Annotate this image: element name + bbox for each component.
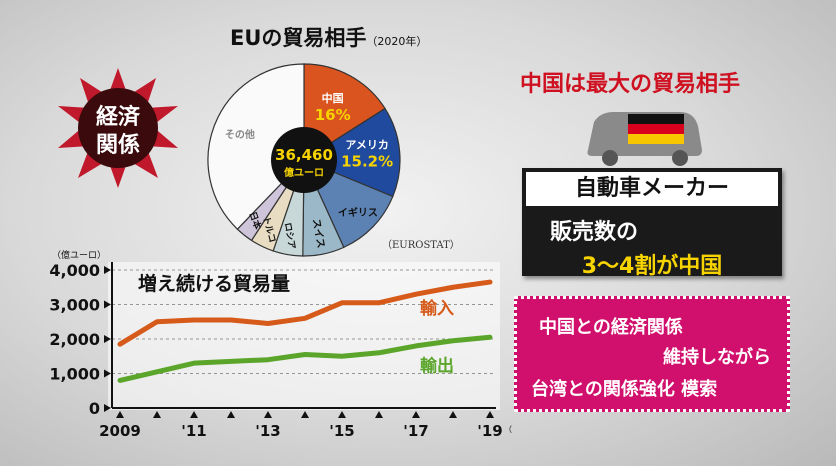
pie-label-1: 中国 [322,91,344,105]
maker-box: 自動車メーカー 販売数の 3〜4割が中国 [522,168,782,279]
x-tick-mark [190,411,198,418]
y-tick-mark [104,266,111,274]
series-line-1 [117,279,493,347]
pie-label-3: イギリス [338,206,378,219]
x-tick-mark [412,411,420,418]
x-tick-label: '17 [403,422,428,440]
pie-label-4: スイス [310,218,327,249]
x-tick-mark [227,411,235,418]
y-tick-label: 4,000 [49,261,100,280]
y-tick-label: 1,000 [49,365,100,384]
y-tick-label: 0 [89,399,100,418]
maker-box-title: 自動車メーカー [526,172,778,206]
y-tick-mark [104,369,111,378]
y-tick-mark [104,335,111,343]
y-tick-mark [104,404,111,412]
x-tick-label: '13 [255,422,280,440]
x-tick-mark [375,411,383,418]
car-icon [587,112,702,166]
flag-stripe-black [628,114,684,124]
y-tick-mark [104,300,111,309]
economy-badge: 経済 関係 [58,68,178,188]
pie-label-5: ロシア [282,222,298,251]
pie-slice-2 [302,107,401,198]
badge-line2: 関係 [96,133,140,158]
pie-title: EUの貿易相手（2020年） [230,22,427,52]
badge-line1: 経済 [96,104,141,130]
maker-box-line1: 販売数の [550,220,639,245]
series-line-2 [117,334,493,383]
line-chart-title: 増え続ける貿易量 [138,272,290,295]
pie-center-unit: 億ユーロ [284,166,324,179]
note-box: 中国との経済関係 維持しながら 台湾との関係強化 模索 [514,296,790,412]
line-chart: （億ユーロ）4,000 3,000 2,000 1,000 0 2009 '11 '13 '15… [49,249,512,440]
series-name-2: 輸出 [420,355,454,376]
x-tick-mark [153,411,161,418]
x-tick-label: 2009 [99,422,141,440]
note-line2: 維持しながら [663,347,771,368]
pie-value-label-2: 15.2% [341,152,393,170]
x-tick-label: '15 [329,422,354,440]
maker-box-line2: 3〜4割が中国 [581,254,723,279]
x-tick-mark [116,411,124,418]
car-wheel-front [602,150,618,166]
series-name-1: 輸入 [420,298,454,319]
flag-stripe-red [628,124,684,134]
x-tick-label: '19 [477,422,502,440]
x-tick-mark [338,411,346,418]
line-chart-panel [108,262,500,410]
note-line1: 中国との経済関係 [539,317,683,338]
x-tick-mark [301,411,309,418]
headline: 中国は最大の貿易相手 [520,72,741,97]
pie-value-label-1: 16% [315,106,351,124]
x-unit-suffix: （年） [504,424,512,434]
pie-label-2: アメリカ [345,138,388,151]
y-tick-label: 3,000 [49,296,100,315]
pie-chart: 36,460 億ユーロ 中国16%アメリカ15.2%イギリススイスロシアトルコ日… [207,63,401,257]
x-tick-label: '11 [181,422,206,440]
x-tick-mark [449,411,457,418]
pie-label-8: その他 [225,128,255,141]
x-tick-mark [486,411,494,418]
pie-year: （2020年） [366,35,428,48]
flag-stripe-gold [628,134,684,144]
y-unit-label: （億ユーロ） [52,249,106,261]
note-line3: 台湾との関係強化 模索 [531,379,718,400]
badge-circle [78,88,158,168]
y-tick-label: 2,000 [49,330,100,349]
pie-center-circle [271,127,337,193]
pie-slice-8 [207,63,305,230]
x-tick-mark [264,411,272,418]
car-wheel-rear [672,150,688,166]
pie-title-text: EUの貿易相手 [230,26,367,50]
pie-source: （EUROSTAT） [382,240,460,251]
pie-center-value: 36,460 [275,146,333,164]
